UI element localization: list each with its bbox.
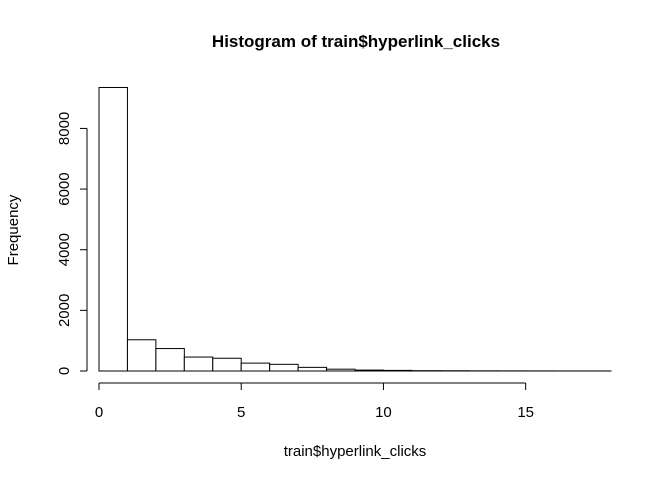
histogram-bars [98,86,612,372]
histogram-bar [382,369,413,372]
y-tick-label: 2000 [56,294,73,327]
x-tick-label: 15 [517,404,534,421]
x-tick-label: 0 [95,404,103,421]
histogram-bar [126,339,157,372]
x-tick-label: 5 [237,404,245,421]
histogram-bar [212,357,242,372]
y-axis-label: Frequency [5,194,22,265]
y-tick-label: 8000 [56,112,73,145]
histogram-bar [240,362,271,372]
x-axis-label: train$hyperlink_clicks [284,443,427,460]
histogram-bar [354,369,384,372]
histogram-bar [326,368,356,372]
histogram-bar [269,363,299,372]
y-axis: 0 2000 4000 6000 8000 [56,112,88,375]
x-axis: 0 5 10 15 [95,382,534,421]
histogram-bar [98,86,128,372]
histogram-bar [297,366,328,372]
y-tick-label: 0 [56,367,73,375]
chart-title: Histogram of train$hyperlink_clicks [212,32,500,51]
histogram-bar [183,356,214,372]
histogram-bar [155,348,185,372]
x-tick-label: 10 [375,404,392,421]
y-tick-label: 4000 [56,233,73,266]
y-tick-label: 6000 [56,172,73,205]
